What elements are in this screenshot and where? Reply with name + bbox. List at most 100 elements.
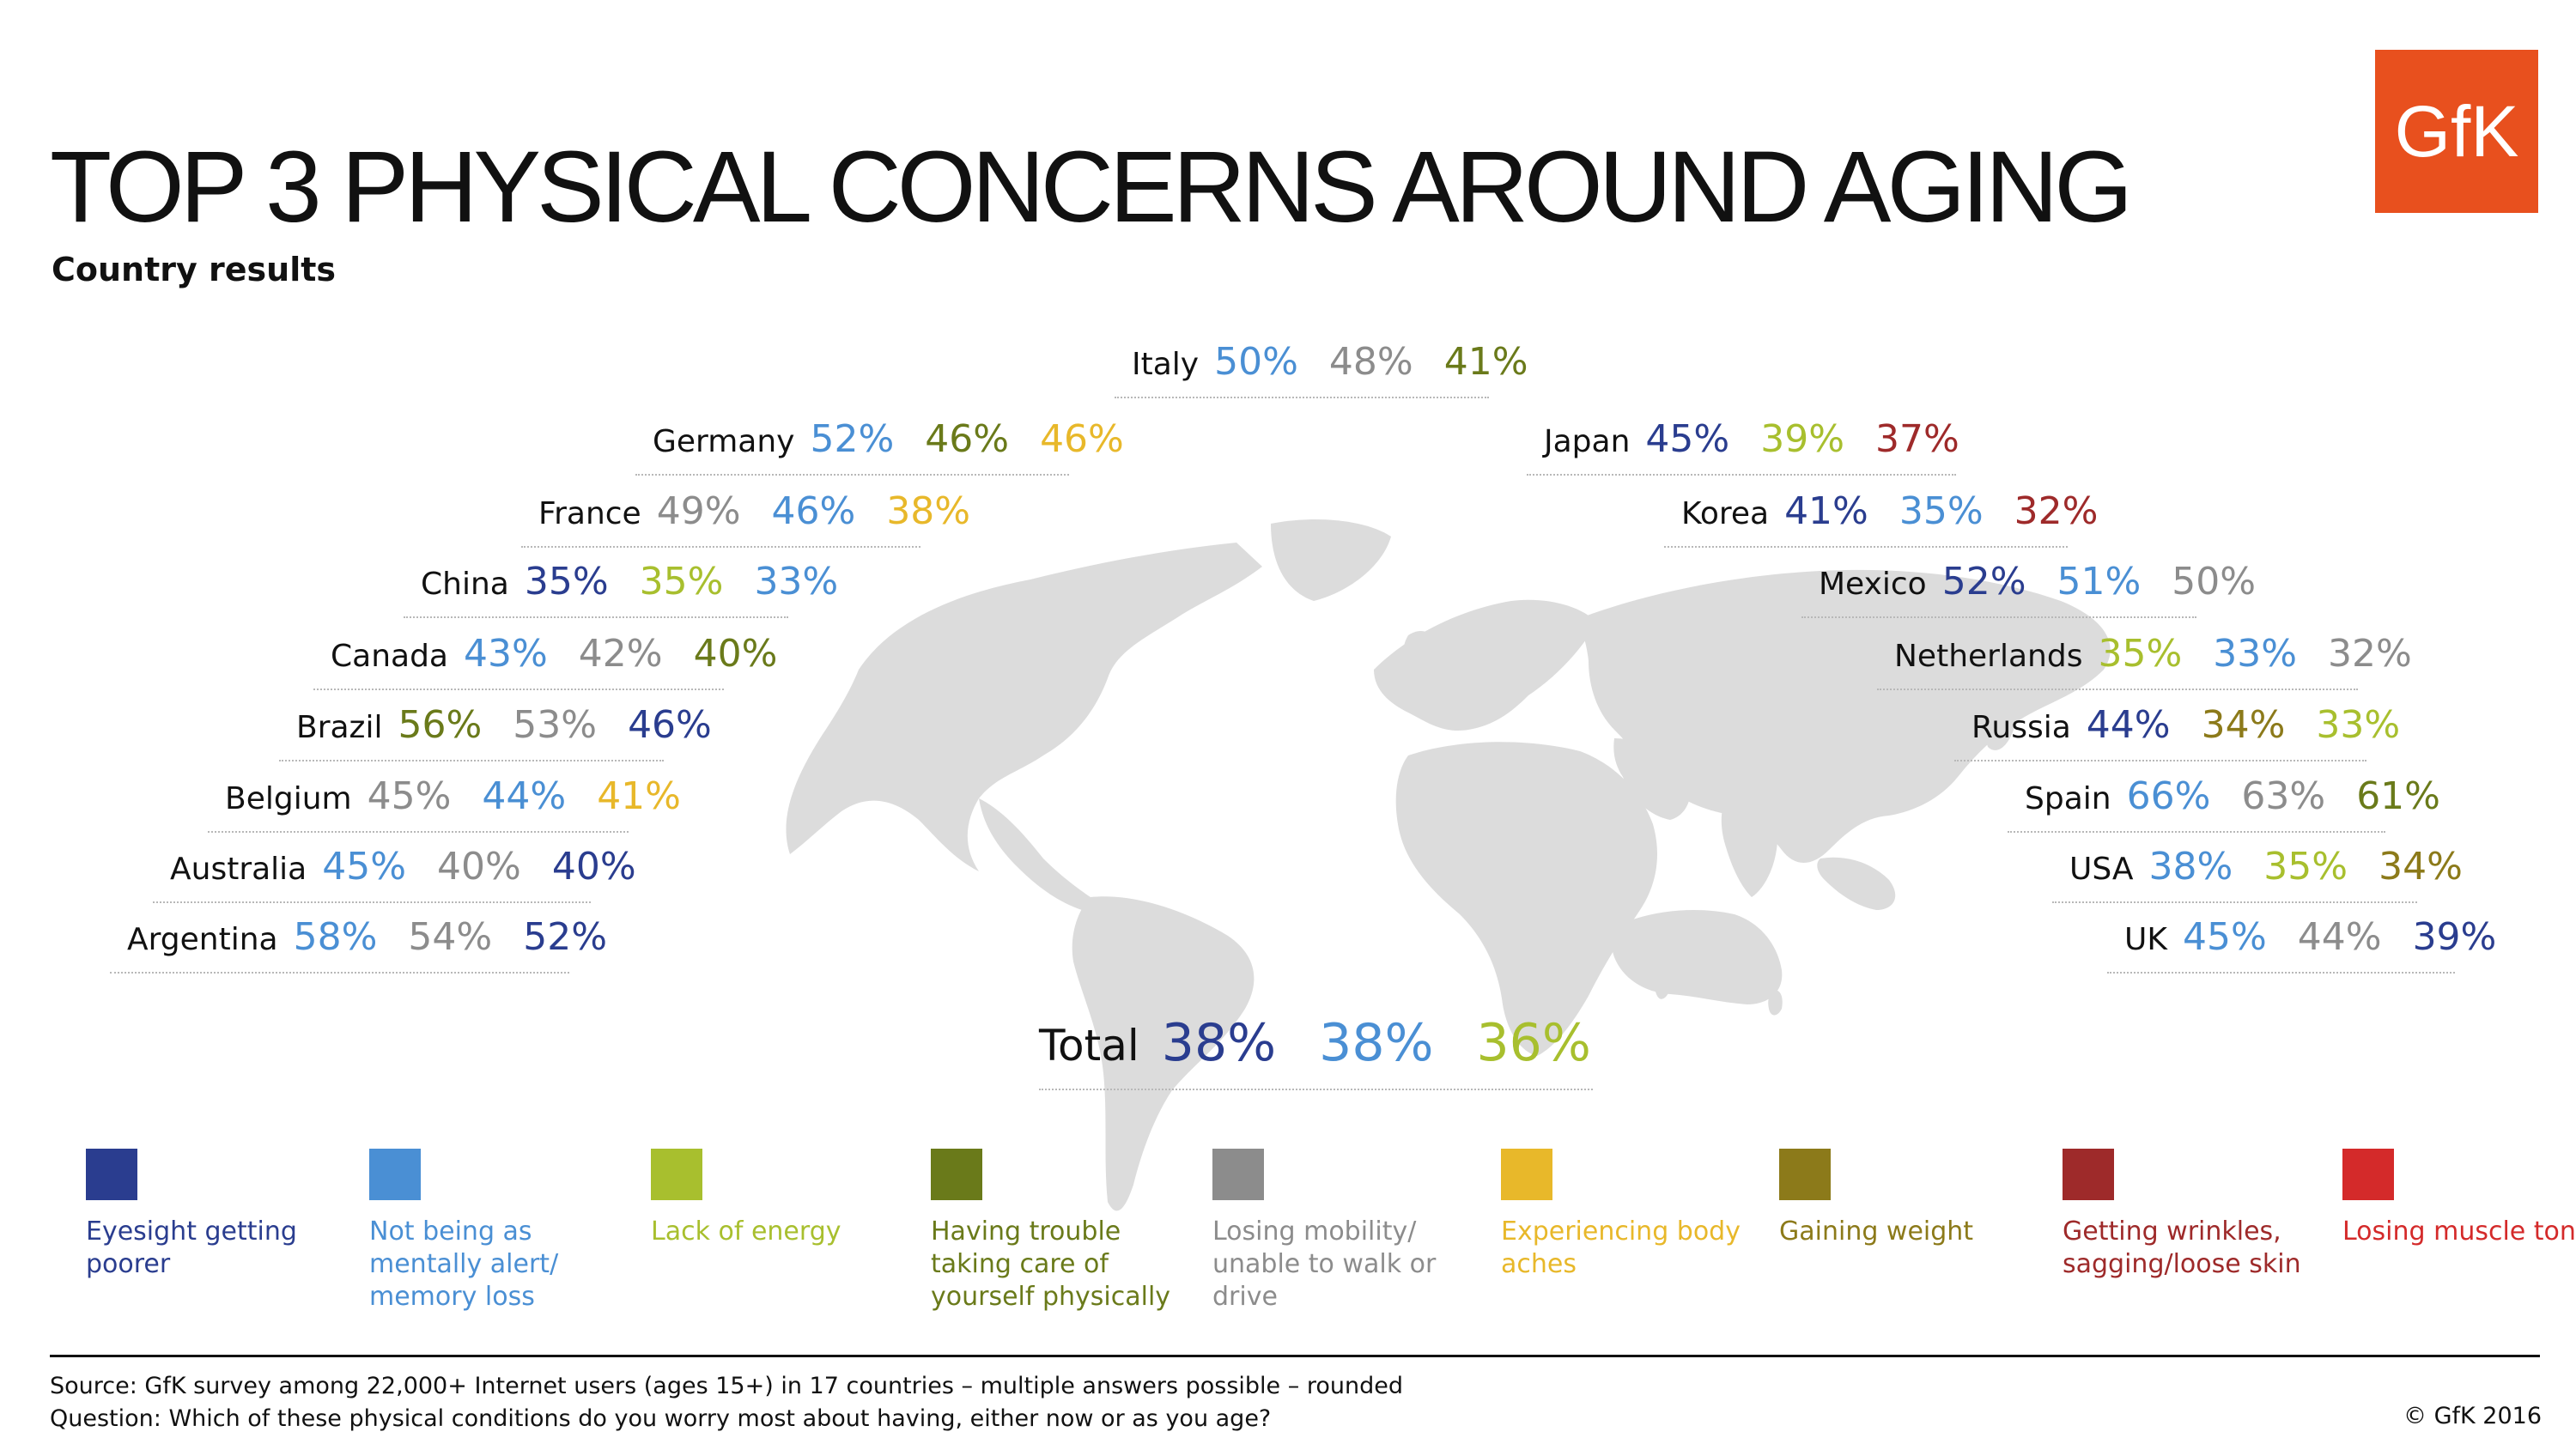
percent-value: 45% xyxy=(2182,915,2267,959)
country-label: Spain xyxy=(2025,781,2111,816)
map-asia xyxy=(1580,569,2111,863)
gfk-logo-text: GfK xyxy=(2394,90,2519,172)
legend-item-muscle: Losing muscle tone xyxy=(2342,1149,2576,1248)
percent-value: 61% xyxy=(2356,774,2440,818)
percent-value: 32% xyxy=(2014,489,2099,533)
percent-value: 34% xyxy=(2201,703,2286,747)
legend-item-aches: Experiencing body aches xyxy=(1501,1149,1759,1281)
percent-value: 44% xyxy=(482,774,567,818)
country-label: Belgium xyxy=(225,781,352,816)
percent-value: 40% xyxy=(437,845,521,889)
map-europe xyxy=(1374,599,1597,731)
legend-swatch xyxy=(1779,1149,1831,1200)
percent-value: 46% xyxy=(771,489,856,533)
percent-value: 35% xyxy=(1899,489,1984,533)
percent-value: 53% xyxy=(513,703,598,747)
percent-value: 46% xyxy=(925,417,1010,461)
percent-value: 44% xyxy=(2297,915,2382,959)
legend-swatch xyxy=(2342,1149,2394,1200)
country-row-france: France 49% 46% 38% xyxy=(538,486,970,537)
total-percent-value: 36% xyxy=(1476,1013,1591,1073)
percent-value: 41% xyxy=(597,774,681,818)
legend-label: Losing mobility/ unable to walk or drive xyxy=(1212,1216,1437,1312)
legend-item-alert: Not being as mentally alert/ memory loss xyxy=(369,1149,627,1313)
percent-value: 49% xyxy=(656,489,741,533)
percent-value: 33% xyxy=(2316,703,2401,747)
percent-value: 35% xyxy=(2098,632,2183,676)
dotted-line xyxy=(1877,689,2358,690)
country-row-mexico: Mexico 52% 51% 50% xyxy=(1819,556,2256,608)
map-middle-east xyxy=(1613,738,1691,820)
percent-value: 32% xyxy=(2328,632,2412,676)
country-row-korea: Korea 41% 35% 32% xyxy=(1681,486,2098,537)
footer-rule xyxy=(50,1355,2540,1357)
map-south-america xyxy=(1072,896,1255,1211)
percent-value: 39% xyxy=(1760,417,1844,461)
country-label: China xyxy=(421,567,509,602)
dotted-line xyxy=(1664,546,2068,548)
legend-swatch xyxy=(931,1149,982,1200)
percent-value: 38% xyxy=(2148,845,2233,889)
map-india xyxy=(1721,798,1777,897)
map-japan xyxy=(1985,709,2014,750)
dotted-line xyxy=(521,546,920,548)
map-central-america xyxy=(979,798,1091,910)
country-row-spain: Spain 66% 63% 61% xyxy=(2025,771,2440,822)
percent-value: 40% xyxy=(551,845,636,889)
country-label: Mexico xyxy=(1819,567,1927,602)
country-label: Netherlands xyxy=(1894,639,2083,674)
percent-value: 37% xyxy=(1875,417,1959,461)
country-row-australia: Australia 45% 40% 40% xyxy=(170,841,636,893)
percent-value: 39% xyxy=(2412,915,2497,959)
total-label: Total xyxy=(1039,1021,1139,1071)
map-north-america xyxy=(786,543,1262,871)
percent-value: 34% xyxy=(2379,845,2463,889)
country-row-china: China 35% 35% 33% xyxy=(421,556,838,608)
copyright: © GfK 2016 xyxy=(2403,1403,2542,1429)
legend-label: Experiencing body aches xyxy=(1501,1216,1741,1279)
percent-value: 45% xyxy=(1645,417,1730,461)
country-label: Korea xyxy=(1681,496,1770,531)
country-row-canada: Canada 43% 42% 40% xyxy=(331,628,777,680)
country-row-argentina: Argentina 58% 54% 52% xyxy=(127,912,607,963)
map-greenland xyxy=(1271,519,1391,601)
percent-value: 44% xyxy=(2086,703,2171,747)
percent-value: 56% xyxy=(398,703,483,747)
map-se-asia xyxy=(1817,857,1896,910)
country-row-brazil: Brazil 56% 53% 46% xyxy=(296,700,712,751)
country-row-germany: Germany 52% 46% 46% xyxy=(653,414,1124,465)
percent-value: 35% xyxy=(524,560,609,604)
country-label: USA xyxy=(2069,852,2134,887)
legend-item-mobility: Losing mobility/ unable to walk or drive xyxy=(1212,1149,1470,1313)
page-title: TOP 3 PHYSICAL CONCERNS AROUND AGING xyxy=(50,130,2133,244)
country-label: Australia xyxy=(170,852,307,887)
legend-item-caretaking: Having trouble taking care of yourself p… xyxy=(931,1149,1188,1313)
dotted-line xyxy=(153,901,591,903)
total-percent-value: 38% xyxy=(1319,1013,1434,1073)
percent-value: 41% xyxy=(1443,340,1528,384)
map-new-zealand xyxy=(1768,990,1783,1016)
country-row-usa: USA 38% 35% 34% xyxy=(2069,841,2463,893)
dotted-line xyxy=(1527,474,1956,476)
dotted-line xyxy=(2008,831,2385,833)
legend-label: Losing muscle tone xyxy=(2342,1216,2576,1247)
total-percent-value: 38% xyxy=(1161,1013,1277,1073)
legend-swatch xyxy=(1212,1149,1264,1200)
percent-value: 46% xyxy=(1040,417,1124,461)
footer-source: Source: GfK survey among 22,000+ Interne… xyxy=(50,1370,1403,1435)
legend-label: Not being as mentally alert/ memory loss xyxy=(369,1216,559,1312)
country-label: France xyxy=(538,496,641,531)
country-label: Japan xyxy=(1544,424,1631,459)
percent-value: 35% xyxy=(639,560,724,604)
percent-value: 50% xyxy=(2172,560,2257,604)
percent-value: 54% xyxy=(408,915,493,959)
percent-value: 52% xyxy=(810,417,895,461)
country-row-netherlands: Netherlands 35% 33% 32% xyxy=(1894,628,2412,680)
legend-item-energy: Lack of energy xyxy=(651,1149,908,1248)
page-subtitle: Country results xyxy=(52,251,336,288)
legend-item-weight: Gaining weight xyxy=(1779,1149,2037,1248)
legend-swatch xyxy=(2063,1149,2114,1200)
legend-label: Eyesight getting poorer xyxy=(86,1216,297,1279)
country-label: Argentina xyxy=(127,922,278,957)
question-note: Question: Which of these physical condit… xyxy=(50,1405,1272,1432)
